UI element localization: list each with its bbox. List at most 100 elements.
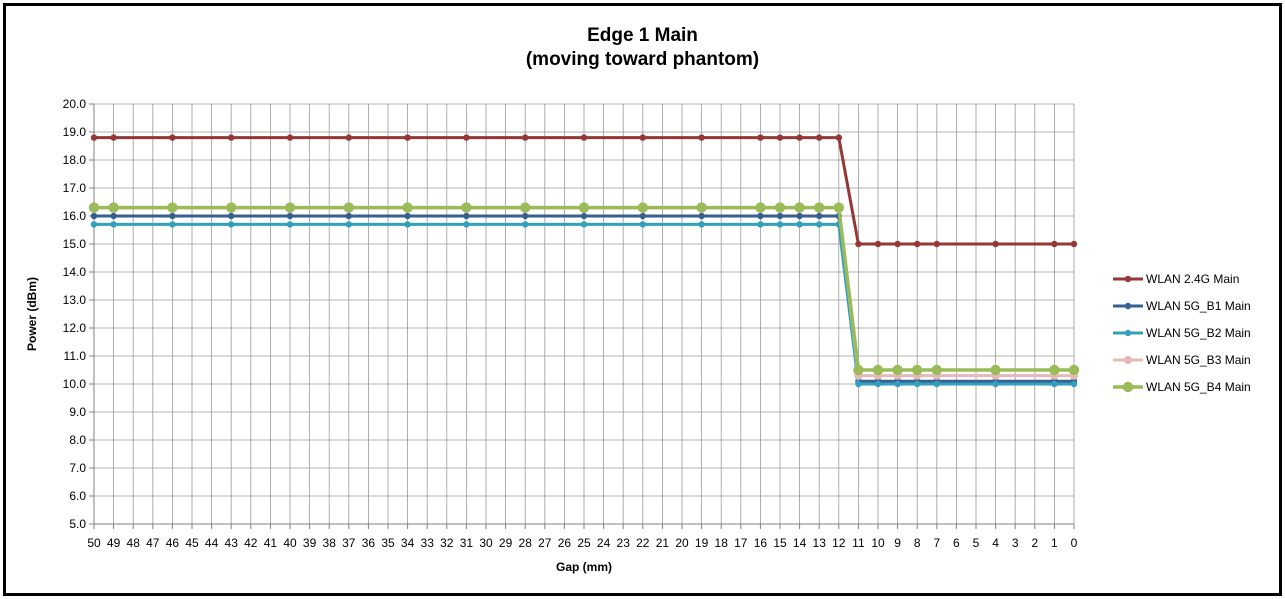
data-point — [892, 364, 903, 376]
legend-swatch-marker — [1124, 302, 1132, 310]
y-tick-label: 15.0 — [63, 237, 87, 251]
data-point — [757, 221, 764, 228]
data-point — [776, 221, 784, 228]
x-tick-label: 28 — [519, 536, 533, 550]
x-tick-label: 16 — [754, 536, 768, 550]
x-tick-label: 43 — [225, 536, 239, 550]
data-point — [345, 221, 352, 228]
data-point — [1049, 364, 1060, 376]
data-point — [698, 134, 705, 141]
legend-swatch-marker — [1124, 329, 1132, 337]
x-tick-label: 39 — [303, 536, 317, 550]
data-point — [796, 134, 803, 141]
x-tick-label: 42 — [244, 536, 258, 550]
x-tick-label: 49 — [107, 536, 121, 550]
data-point — [578, 202, 590, 213]
data-point — [226, 202, 237, 213]
data-point — [894, 380, 901, 388]
data-point — [284, 202, 296, 213]
data-point — [774, 202, 786, 213]
y-tick-label: 16.0 — [63, 209, 87, 223]
data-point — [1070, 240, 1078, 248]
x-tick-label: 37 — [342, 536, 356, 550]
x-tick-label: 9 — [894, 536, 901, 550]
data-point — [894, 240, 901, 248]
x-axis-label: Gap (mm) — [556, 560, 612, 574]
y-axis-label: Power (dBm) — [25, 277, 39, 351]
data-point — [796, 212, 803, 220]
x-tick-label: 35 — [381, 536, 395, 550]
x-tick-label: 14 — [793, 536, 807, 550]
data-point — [228, 221, 235, 228]
legend-label: WLAN 5G_B2 Main — [1146, 326, 1251, 340]
legend-label: WLAN 2.4G Main — [1146, 272, 1239, 286]
data-point — [580, 221, 588, 228]
chart-frame: Edge 1 Main (moving toward phantom) 5.0 6… — [3, 3, 1282, 596]
legend-label: WLAN 5G_B1 Main — [1146, 299, 1251, 313]
legend-label: WLAN 5G_B4 Main — [1146, 380, 1251, 394]
chart-subtitle: (moving toward phantom) — [525, 49, 760, 70]
x-tick-label: 41 — [264, 536, 278, 550]
data-point — [169, 221, 176, 228]
x-tick-label: 19 — [695, 536, 709, 550]
data-point — [345, 212, 352, 220]
x-tick-label: 20 — [675, 536, 689, 550]
y-tick-label: 10.0 — [63, 377, 87, 391]
line-chart: 5.0 6.0 7.0 8.0 9.0 10.0 11.0 12.0 13.0 14.0 15.0 1… — [25, 97, 1251, 574]
data-point — [110, 134, 117, 141]
data-point — [698, 221, 705, 228]
data-point — [108, 202, 119, 213]
y-tick-label: 20.0 — [63, 97, 87, 111]
x-tick-label: 5 — [973, 536, 980, 550]
data-point — [874, 380, 882, 388]
data-point — [914, 380, 921, 388]
x-tick-label: 27 — [538, 536, 552, 550]
x-tick-label: 3 — [1012, 536, 1019, 550]
x-tick-label: 33 — [421, 536, 435, 550]
data-point — [639, 212, 646, 220]
y-tick-label: 9.0 — [69, 405, 86, 419]
data-point — [90, 134, 98, 141]
data-point — [698, 212, 705, 220]
x-tick-label: 1 — [1051, 536, 1058, 550]
data-point — [639, 221, 646, 228]
data-point — [912, 364, 923, 376]
data-point — [933, 380, 940, 388]
data-point — [169, 134, 176, 141]
data-point — [463, 221, 470, 228]
data-point — [816, 221, 823, 228]
x-tick-label: 36 — [362, 536, 376, 550]
y-tick-label: 18.0 — [63, 153, 87, 167]
x-tick-label: 11 — [852, 536, 865, 550]
x-tick-label: 23 — [617, 536, 631, 550]
legend-swatch-marker — [1122, 381, 1134, 393]
data-point — [816, 212, 823, 220]
data-point — [990, 364, 1001, 376]
y-tick-label: 6.0 — [69, 489, 86, 503]
data-point — [874, 240, 882, 248]
data-point — [853, 364, 864, 376]
x-tick-label: 17 — [734, 536, 748, 550]
x-tick-label: 40 — [283, 536, 297, 550]
data-point — [88, 202, 100, 213]
x-tick-label: 46 — [166, 536, 180, 550]
x-tick-label: 34 — [401, 536, 415, 550]
x-tick-label: 29 — [499, 536, 513, 550]
data-point — [522, 134, 529, 141]
data-point — [343, 202, 354, 213]
data-point — [463, 212, 470, 220]
x-tick-label: 26 — [558, 536, 572, 550]
y-tick-label: 8.0 — [69, 433, 86, 447]
data-point — [463, 134, 470, 141]
x-tick-label: 45 — [185, 536, 199, 550]
data-point — [580, 212, 588, 220]
data-point — [933, 240, 940, 248]
data-point — [228, 212, 235, 220]
data-point — [90, 212, 98, 220]
data-point — [755, 202, 766, 213]
data-point — [520, 202, 531, 213]
data-point — [835, 134, 842, 141]
x-tick-label: 6 — [953, 536, 960, 550]
x-tick-label: 4 — [992, 536, 999, 550]
legend-swatch-marker — [1123, 355, 1133, 365]
